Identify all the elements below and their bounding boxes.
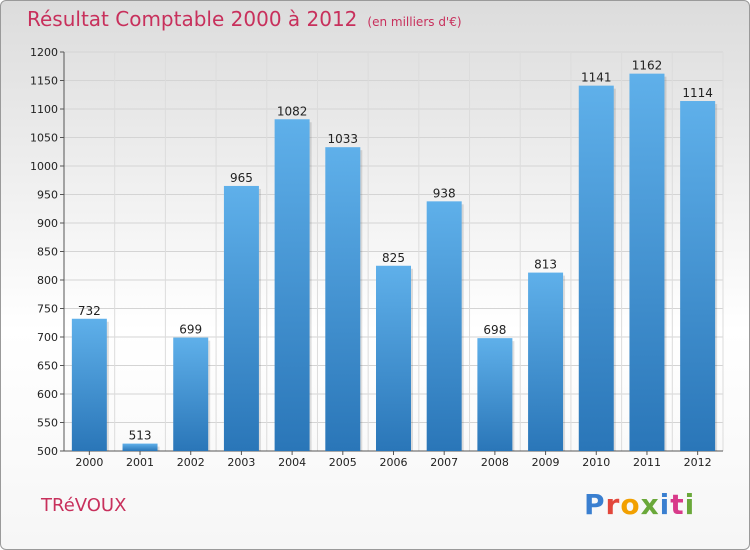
x-tick-label: 2007 [430, 456, 458, 469]
data-label-2004: 1082 [277, 104, 308, 118]
bar-shadow [309, 122, 312, 451]
data-label-2007: 938 [433, 186, 456, 200]
x-tick-label: 2012 [684, 456, 712, 469]
x-tick-label: 2010 [582, 456, 610, 469]
y-tick-label: 950 [37, 189, 58, 202]
location-label: TRéVOUX [41, 495, 127, 516]
x-tick-label: 2000 [75, 456, 103, 469]
x-tick-label: 2001 [126, 456, 154, 469]
bar-2001 [122, 443, 158, 451]
x-tick-label: 2002 [177, 456, 205, 469]
bar-shadow [157, 446, 160, 451]
data-label-2005: 1033 [328, 132, 359, 146]
bar-shadow [106, 321, 109, 451]
bar-2004 [274, 119, 310, 451]
bar-shadow [258, 188, 261, 451]
y-tick-label: 900 [37, 217, 58, 230]
y-tick-label: 650 [37, 360, 58, 373]
bar-2010 [578, 85, 614, 451]
bar-2008 [477, 338, 513, 451]
bar-shadow [360, 150, 363, 451]
chart-title-text: Résultat Comptable 2000 à 2012 [27, 7, 358, 31]
y-tick-label: 800 [37, 274, 58, 287]
logo-letter: t [670, 488, 685, 521]
bar-shadow [512, 341, 515, 451]
chart-subtitle: (en milliers d'€) [367, 15, 462, 29]
data-label-2009: 813 [534, 258, 557, 272]
bar-shadow [715, 104, 718, 452]
data-label-2003: 965 [230, 171, 253, 185]
proxiti-logo[interactable]: Proxiti [584, 488, 695, 521]
data-label-2001: 513 [129, 429, 152, 443]
logo-letter: P [584, 488, 606, 521]
data-label-2002: 699 [179, 323, 202, 337]
bars [71, 73, 718, 452]
chart-title: Résultat Comptable 2000 à 2012 (en millie… [27, 7, 462, 31]
bar-shadow [613, 88, 616, 451]
bar-shadow [664, 76, 667, 451]
bar-shadow [208, 340, 211, 451]
x-tick-label: 2005 [329, 456, 357, 469]
x-tick-label: 2009 [532, 456, 560, 469]
axes: 500 550 600 650 700 750 800 850 900 950 1000 1050 11… [30, 46, 723, 469]
y-tick-label: 550 [37, 417, 58, 430]
x-tick-label: 2006 [380, 456, 408, 469]
logo-letter: o [620, 488, 641, 521]
bar-2005 [325, 147, 361, 451]
data-label-2011: 1162 [632, 59, 663, 73]
y-tick-label: 600 [37, 388, 58, 401]
bar-shadow [563, 275, 566, 451]
data-label-2000: 732 [78, 304, 101, 318]
data-label-2006: 825 [382, 251, 405, 265]
x-tick-label: 2011 [633, 456, 661, 469]
data-label-2008: 698 [483, 323, 506, 337]
bar-2002 [173, 337, 209, 451]
data-label-2012: 1114 [682, 86, 713, 100]
logo-letter: i [684, 488, 696, 521]
labels: 732 513 699 965 1082 1033 825 938 698 813 1141 1162… [78, 59, 713, 443]
logo-letter: x [640, 488, 660, 521]
bar-2012 [680, 101, 716, 452]
y-tick-label: 1050 [30, 132, 58, 145]
bar-2009 [528, 272, 564, 451]
logo-letter: i [659, 488, 671, 521]
bar-shadow [461, 204, 464, 451]
x-tick-label: 2003 [227, 456, 255, 469]
bar-2011 [629, 73, 665, 451]
x-tick-label: 2008 [481, 456, 509, 469]
y-tick-label: 1100 [30, 103, 58, 116]
data-label-2010: 1141 [581, 71, 612, 85]
y-tick-label: 1150 [30, 75, 58, 88]
y-tick-label: 1200 [30, 46, 58, 59]
y-tick-label: 500 [37, 445, 58, 458]
y-tick-label: 850 [37, 246, 58, 259]
y-tick-label: 750 [37, 303, 58, 316]
bar-2006 [376, 265, 411, 451]
bar-2000 [71, 318, 107, 451]
bar-2007 [426, 201, 462, 451]
logo-letter: r [605, 488, 621, 521]
x-tick-label: 2004 [278, 456, 306, 469]
y-tick-label: 700 [37, 331, 58, 344]
y-tick-label: 1000 [30, 160, 58, 173]
bar-shadow [411, 268, 413, 451]
bar-2003 [223, 185, 259, 451]
